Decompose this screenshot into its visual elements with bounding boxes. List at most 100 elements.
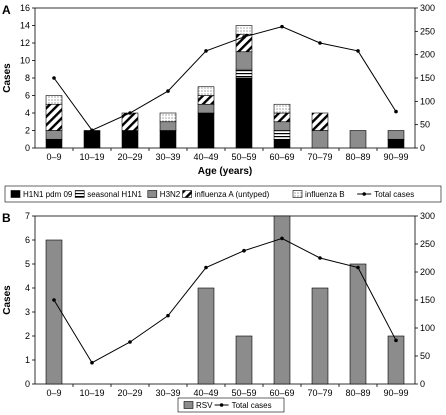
panel-letter: A xyxy=(2,3,11,17)
y-tick-label: 6 xyxy=(25,91,30,101)
y-tick-label: 7 xyxy=(25,211,30,221)
bar-h1n1-pdm-09 xyxy=(159,130,177,149)
y2-tick-label: 200 xyxy=(420,50,435,60)
y-tick-label: 14 xyxy=(20,21,30,31)
bar-influenza-b xyxy=(197,86,215,96)
bar-influenza-a-untyped xyxy=(311,112,329,131)
total-cases-line xyxy=(53,237,397,364)
legend-swatch-influenza-a-untyped xyxy=(182,190,192,198)
bar-rsv xyxy=(387,335,405,385)
plot-frame xyxy=(34,7,416,149)
y-tick-label: 6 xyxy=(25,235,30,245)
bar-h3n2 xyxy=(311,130,329,149)
bar-rsv xyxy=(311,287,329,385)
bar-h1n1-pdm-09 xyxy=(387,138,405,149)
y-tick-label: 12 xyxy=(20,38,30,48)
total-cases-point xyxy=(242,35,246,39)
x-tick-label: 50–59 xyxy=(231,388,256,398)
bar-h3n2 xyxy=(197,103,215,114)
total-cases-point xyxy=(166,313,170,318)
bar-h1n1-pdm-09 xyxy=(197,112,215,149)
legend-label: Total cases xyxy=(374,190,414,199)
y2-tick-label: 300 xyxy=(420,3,435,13)
x-tick-label: 40–49 xyxy=(193,388,218,398)
y2-tick-label: 100 xyxy=(420,96,435,106)
panel-a-chart: A 0 2 4 6 8 10 12 14 16 0 50 100 150 200 250 300 0–9 10–19… xyxy=(2,3,442,203)
y2-tick-label: 50 xyxy=(420,120,430,130)
bar-h3n2 xyxy=(159,121,177,131)
y-tick-label: 5 xyxy=(25,259,30,269)
bar-influenza-a-untyped xyxy=(45,103,63,131)
bar-rsv xyxy=(197,287,215,385)
legend-swatch-rsv xyxy=(183,401,194,409)
bar-h3n2 xyxy=(349,130,367,149)
x-tick-label: 80–89 xyxy=(345,388,370,398)
bar-rsv xyxy=(45,239,63,385)
bar-h3n2 xyxy=(273,121,291,131)
y2-tick-label: 150 xyxy=(420,73,435,83)
legend-label: RSV xyxy=(196,401,213,410)
y2-tick-label: 250 xyxy=(420,26,435,36)
y-tick-label: 4 xyxy=(25,283,30,293)
total-cases-point xyxy=(318,256,322,260)
y2-tick-label: 100 xyxy=(420,323,435,333)
legend-swatch-influenza-b xyxy=(292,190,303,198)
x-tick-label: 10–19 xyxy=(79,152,104,162)
bar-h3n2 xyxy=(45,130,63,140)
total-cases-point xyxy=(166,89,170,93)
y2-tick-label: 0 xyxy=(420,143,425,153)
total-cases-point xyxy=(318,41,322,45)
total-cases-point xyxy=(90,360,94,365)
bar-influenza-b xyxy=(159,112,177,123)
bar-seasonal-h1n1 xyxy=(235,68,253,79)
y-tick-label: 4 xyxy=(25,108,30,118)
total-cases-point xyxy=(242,248,246,253)
bar-h3n2 xyxy=(235,51,253,70)
y-axis-label: Cases xyxy=(2,285,13,315)
y2-tick-label: 0 xyxy=(420,379,425,389)
x-axis-label: Age (years) xyxy=(198,166,252,177)
legend-label: H1N1 pdm 09 xyxy=(23,190,73,199)
total-cases-line xyxy=(53,26,397,131)
panel-b-chart: B 0 1 2 3 4 5 6 7 0 50 100 150 200 250 300 0–9 10–19 20–29… xyxy=(2,211,435,413)
x-tick-label: 20–29 xyxy=(117,152,142,162)
x-tick-label: 0–9 xyxy=(46,388,61,398)
x-tick-label: 70–79 xyxy=(307,152,332,162)
y-tick-label: 16 xyxy=(20,3,30,13)
y-axis-label: Cases xyxy=(2,63,13,93)
legend-box xyxy=(4,185,442,203)
y2-tick-label: 200 xyxy=(420,267,435,277)
x-tick-label: 30–39 xyxy=(155,152,180,162)
bar-influenza-a-untyped xyxy=(273,112,291,123)
y2-tick-label: 250 xyxy=(420,239,435,249)
bar-rsv xyxy=(349,263,367,385)
y-tick-label: 1 xyxy=(25,355,30,365)
x-tick-label: 10–19 xyxy=(79,388,104,398)
total-cases-point xyxy=(90,128,94,133)
total-cases-point xyxy=(394,338,398,343)
legend-swatch-h1n1-pdm-09 xyxy=(10,190,21,198)
total-cases-point xyxy=(356,265,360,270)
x-tick-label: 0–9 xyxy=(46,152,61,162)
legend-label: H3N2 xyxy=(160,190,181,199)
x-tick-label: 50–59 xyxy=(231,152,256,162)
total-cases-point xyxy=(280,24,284,29)
total-cases-point xyxy=(204,265,208,270)
total-cases-point xyxy=(356,49,360,53)
bar-influenza-b xyxy=(273,103,291,114)
bar-h1n1-pdm-09 xyxy=(83,130,101,149)
legend-swatch-h3n2 xyxy=(147,190,158,198)
bar-rsv xyxy=(273,215,291,385)
total-cases-point xyxy=(128,340,132,344)
y-tick-label: 10 xyxy=(20,56,30,66)
bar-h3n2 xyxy=(387,130,405,140)
panel-letter: B xyxy=(2,211,11,225)
total-cases-point xyxy=(128,111,132,115)
y-tick-label: 2 xyxy=(25,331,30,341)
x-tick-label: 70–79 xyxy=(307,388,332,398)
y-tick-label: 0 xyxy=(25,143,30,153)
x-tick-label: 60–69 xyxy=(269,388,294,398)
y-tick-label: 2 xyxy=(25,126,30,136)
legend-label: seasonal H1N1 xyxy=(87,190,142,199)
bar-h1n1-pdm-09 xyxy=(45,138,63,149)
